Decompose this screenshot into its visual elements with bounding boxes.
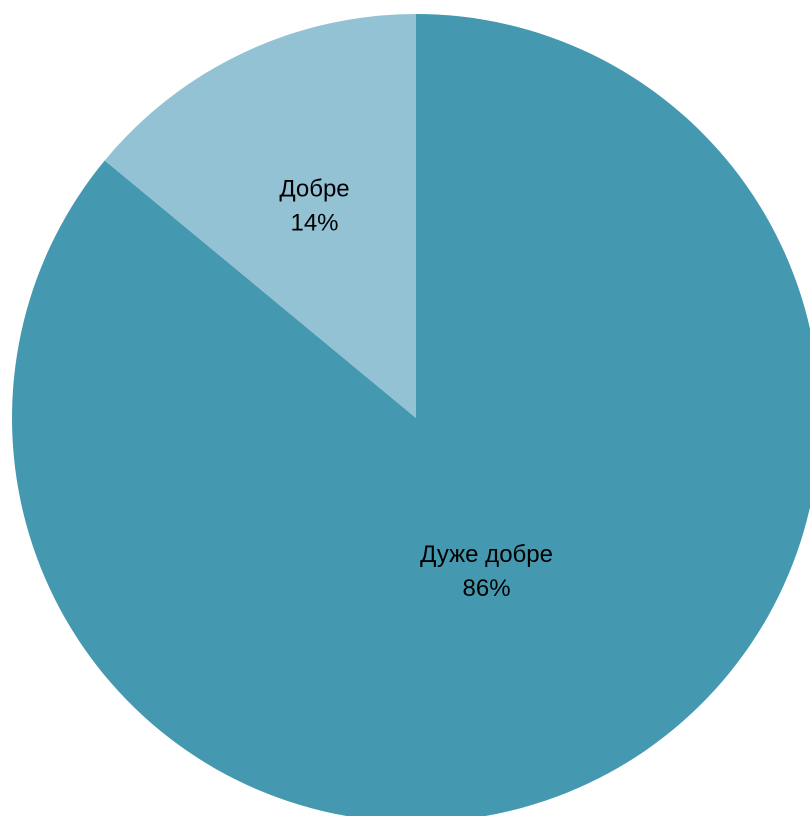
- pie-slice-label-1: Добре: [279, 175, 349, 202]
- pie-slice-0: [12, 14, 810, 816]
- pie-slice-value-1: 14%: [290, 209, 338, 236]
- pie-slice-1: [104, 14, 416, 418]
- pie-labels: Дуже добре 86% Добре 14%: [279, 175, 553, 602]
- pie-slice-label-0: Дуже добре: [420, 541, 553, 568]
- pie-slices: [12, 14, 810, 816]
- pie-slice-value-0: 86%: [463, 575, 511, 602]
